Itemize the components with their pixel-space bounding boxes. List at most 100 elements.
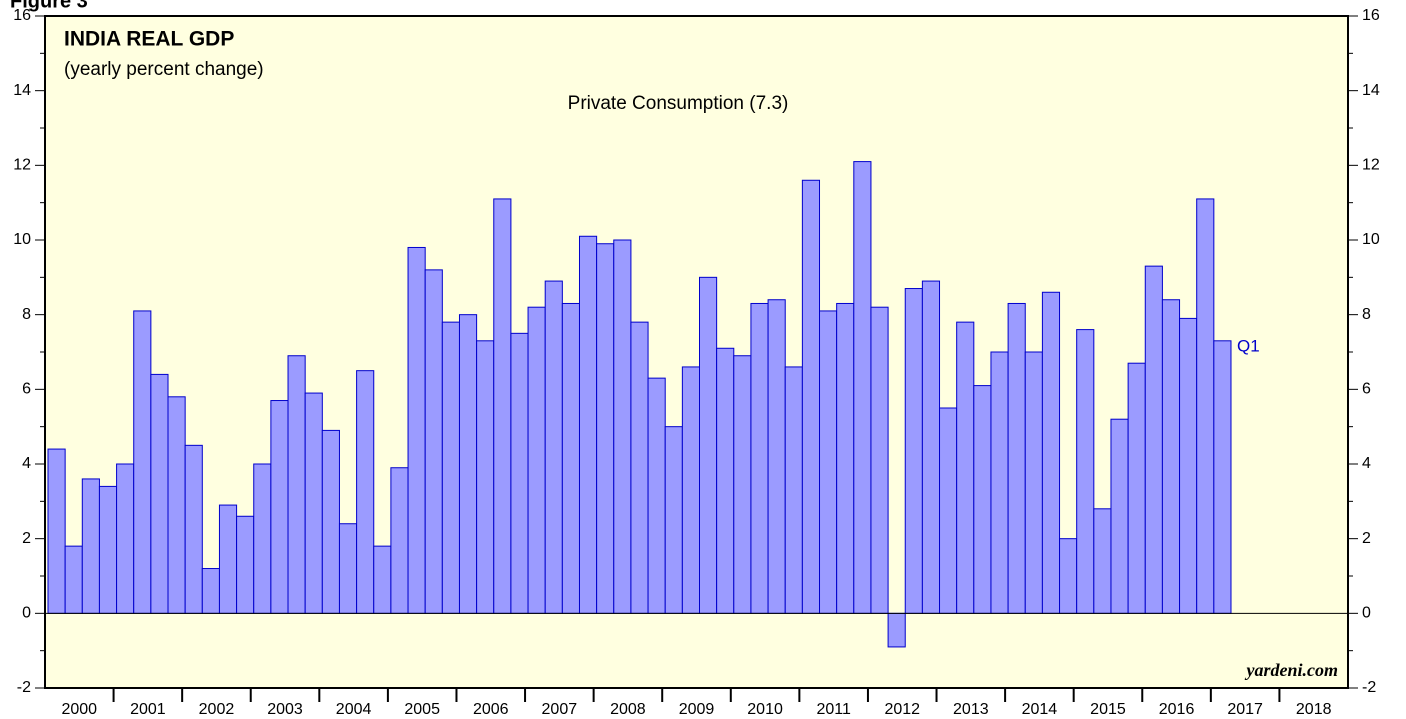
chart-title: INDIA REAL GDP [64, 28, 234, 51]
bar [270, 400, 289, 614]
x-tick-label: 2017 [1227, 701, 1263, 718]
y-tick-label: -2 [17, 679, 31, 696]
bar [733, 355, 752, 614]
bar [1076, 329, 1095, 614]
source: yardeni.com [1245, 660, 1339, 680]
bar [750, 302, 769, 614]
bar [664, 426, 683, 614]
bar [973, 385, 992, 614]
x-tick-label: 2018 [1296, 701, 1332, 718]
bar [150, 373, 169, 614]
bar [493, 198, 512, 614]
bar [1024, 351, 1043, 614]
bar [1144, 265, 1163, 614]
bar [596, 243, 615, 614]
bar [167, 396, 186, 614]
bar [801, 179, 821, 614]
bar [407, 246, 426, 614]
bar [338, 523, 358, 614]
bar [784, 366, 803, 614]
bar [578, 235, 598, 614]
x-tick-label: 2012 [884, 701, 920, 718]
y2-tick-label: 12 [1362, 157, 1380, 174]
bar [218, 504, 238, 614]
x-tick-label: 2002 [199, 701, 235, 718]
x-tick-label: 2005 [404, 701, 440, 718]
bar [887, 612, 906, 648]
bar [304, 392, 323, 614]
bar [544, 280, 563, 614]
y2-tick-label: 6 [1362, 381, 1371, 398]
bar [458, 314, 478, 614]
bar [939, 407, 958, 614]
bar [201, 568, 220, 614]
y-tick-label: 6 [22, 381, 31, 398]
bar [613, 239, 632, 614]
bar [681, 366, 701, 614]
bar [904, 288, 923, 614]
y2-tick-label: 4 [1362, 455, 1371, 472]
bar [1093, 508, 1112, 614]
bar [716, 347, 735, 614]
bar [990, 351, 1009, 614]
y-tick-label: 2 [22, 530, 31, 547]
bar [1127, 362, 1146, 614]
y2-tick-label: -2 [1362, 679, 1376, 696]
bar [1007, 302, 1026, 614]
y-tick-label: 4 [22, 455, 31, 472]
bar [98, 485, 118, 614]
bar [956, 321, 975, 614]
x-tick-label: 2008 [610, 701, 646, 718]
y2-tick-label: 14 [1362, 82, 1380, 99]
bar [184, 444, 203, 614]
bar [356, 370, 375, 614]
x-tick-label: 2016 [1159, 701, 1195, 718]
bar [1213, 340, 1232, 614]
bar [836, 302, 855, 614]
bar [236, 515, 255, 614]
bar [373, 545, 392, 614]
bar [819, 310, 838, 614]
bar [921, 280, 941, 614]
bar [699, 276, 718, 614]
bar [47, 448, 66, 614]
x-tick-label: 2010 [747, 701, 783, 718]
chart-subtitle: (yearly percent change) [64, 59, 264, 80]
y2-tick-label: 0 [1362, 605, 1371, 622]
figure-label: Figure 3 [10, 0, 88, 12]
bar [441, 321, 460, 614]
bar [853, 161, 872, 614]
y2-tick-label: 10 [1362, 231, 1380, 248]
bar [253, 463, 272, 614]
bar [1161, 299, 1181, 614]
last-label: Q1 [1237, 336, 1260, 355]
y-tick-label: 10 [13, 231, 31, 248]
x-tick-label: 2004 [336, 701, 372, 718]
bar [767, 299, 786, 614]
bar [476, 340, 495, 614]
y-tick-label: 0 [22, 605, 31, 622]
bar [510, 332, 529, 614]
bar [647, 377, 666, 614]
x-tick-label: 2013 [953, 701, 989, 718]
bar [1196, 198, 1215, 614]
x-tick-label: 2007 [542, 701, 578, 718]
y-tick-label: 16 [13, 7, 31, 24]
bar [390, 467, 409, 614]
bar [81, 478, 100, 614]
bar [133, 310, 152, 614]
bar [116, 463, 135, 614]
y2-tick-label: 16 [1362, 7, 1380, 24]
bar [630, 321, 649, 614]
bar [870, 306, 889, 614]
bar [1179, 317, 1198, 614]
bar [1041, 291, 1061, 614]
bar [1059, 538, 1078, 614]
y-tick-label: 8 [22, 306, 31, 323]
y2-tick-label: 8 [1362, 306, 1371, 323]
y2-tick-label: 2 [1362, 530, 1371, 547]
x-tick-label: 2000 [61, 701, 97, 718]
series-label: Private Consumption (7.3) [568, 93, 789, 114]
